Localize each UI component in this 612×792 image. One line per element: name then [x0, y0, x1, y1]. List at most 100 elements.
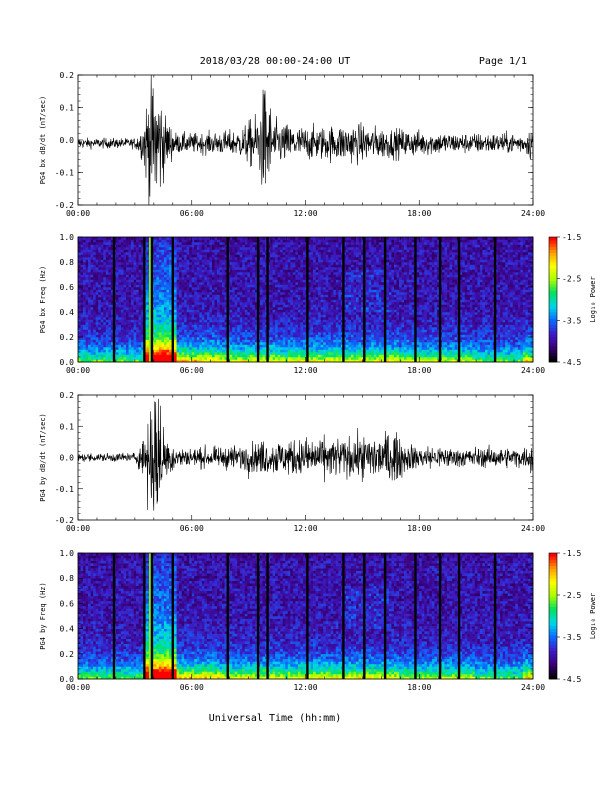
heatmap-cell	[302, 302, 306, 305]
heatmap-cell	[191, 279, 195, 283]
heatmap-cell	[199, 267, 203, 270]
heatmap-cell	[138, 327, 142, 330]
heatmap-cell	[194, 252, 198, 255]
heatmap-cell	[85, 319, 89, 323]
heatmap-cell	[302, 274, 306, 278]
heatmap-cell	[186, 319, 190, 323]
heatmap-cell	[123, 272, 127, 275]
heatmap-cell	[229, 332, 233, 335]
heatmap-cell	[103, 347, 107, 350]
heatmap-cell	[277, 262, 281, 265]
heatmap-cell	[287, 314, 291, 318]
heatmap-cell	[108, 317, 112, 320]
heatmap-cell	[237, 282, 241, 285]
heatmap-cell	[237, 299, 241, 303]
heatmap-cell	[105, 344, 109, 348]
heatmap-cell	[310, 359, 314, 363]
heatmap-cell	[267, 332, 271, 335]
heatmap-cell	[88, 322, 91, 325]
heatmap-cell	[120, 324, 124, 328]
heatmap-cell	[100, 274, 104, 278]
heatmap-cell	[78, 334, 81, 338]
heatmap-cell	[133, 317, 137, 320]
heatmap-cell	[199, 327, 203, 330]
heatmap-cell	[260, 254, 263, 258]
heatmap-cell	[318, 302, 321, 305]
heatmap-cell	[204, 329, 208, 333]
heatmap-cell	[110, 319, 114, 323]
heatmap-cell	[204, 317, 208, 320]
heatmap-cell	[179, 249, 182, 253]
heatmap-cell	[252, 324, 256, 328]
heatmap-cell	[318, 284, 321, 288]
heatmap-cell	[211, 287, 215, 290]
heatmap-cell	[302, 257, 306, 260]
heatmap-cell	[206, 247, 210, 250]
heatmap-cell	[206, 249, 210, 253]
heatmap-cell	[277, 239, 281, 243]
heatmap-cell	[120, 342, 124, 345]
heatmap-cell	[224, 259, 228, 263]
heatmap-cell	[237, 254, 241, 258]
heatmap-cell	[95, 242, 99, 245]
heatmap-cell	[219, 357, 223, 360]
heatmap-cell	[302, 247, 306, 250]
heatmap-cell	[277, 277, 281, 280]
heatmap-cell	[244, 294, 248, 298]
heatmap-cell	[206, 282, 210, 285]
heatmap-cell	[126, 297, 129, 300]
heatmap-cell	[297, 237, 301, 240]
heatmap-cell	[300, 292, 304, 295]
heatmap-cell	[136, 269, 139, 273]
heatmap-cell	[262, 359, 266, 363]
heatmap-cell	[174, 242, 177, 245]
heatmap-cell	[153, 259, 157, 263]
heatmap-cell	[252, 337, 256, 340]
heatmap-cell	[138, 342, 142, 345]
heatmap-cell	[176, 237, 180, 240]
heatmap-cell	[267, 237, 271, 240]
heatmap-cell	[128, 299, 132, 303]
heatmap-cell	[272, 302, 276, 305]
heatmap-cell	[153, 312, 157, 315]
heatmap-cell	[224, 297, 228, 300]
heatmap-cell	[260, 289, 263, 293]
heatmap-cell	[103, 287, 107, 290]
heatmap-cell	[297, 299, 301, 303]
heatmap-cell	[211, 352, 215, 355]
heatmap-cell	[95, 312, 99, 315]
heatmap-cell	[174, 307, 177, 310]
heatmap-cell	[176, 262, 180, 265]
heatmap-cell	[237, 294, 241, 298]
heatmap-cell	[194, 302, 198, 305]
heatmap-cell	[191, 254, 195, 258]
heatmap-cell	[300, 339, 304, 343]
heatmap-cell	[199, 324, 203, 328]
heatmap-cell	[211, 357, 215, 360]
heatmap-cell	[120, 282, 124, 285]
heatmap-cell	[295, 267, 299, 270]
heatmap-cell	[224, 262, 228, 265]
heatmap-cell	[247, 309, 251, 313]
heatmap-cell	[98, 302, 102, 305]
heatmap-cell	[184, 322, 187, 325]
heatmap-cell	[285, 347, 289, 350]
heatmap-cell	[100, 294, 104, 298]
heatmap-cell	[95, 302, 99, 305]
heatmap-cell	[176, 282, 180, 285]
heatmap-cell	[310, 242, 314, 245]
heatmap-cell	[126, 304, 129, 308]
heatmap-cell	[98, 254, 102, 258]
heatmap-cell	[209, 334, 213, 338]
heatmap-cell	[267, 259, 271, 263]
heatmap-cell	[103, 269, 107, 273]
heatmap-cell	[318, 262, 321, 265]
heatmap-cell	[211, 309, 215, 313]
heatmap-cell	[287, 289, 291, 293]
heatmap-cell	[118, 252, 122, 255]
heatmap-cell	[131, 264, 134, 268]
heatmap-cell	[270, 334, 273, 338]
heatmap-cell	[98, 342, 102, 345]
heatmap-cell	[247, 277, 251, 280]
